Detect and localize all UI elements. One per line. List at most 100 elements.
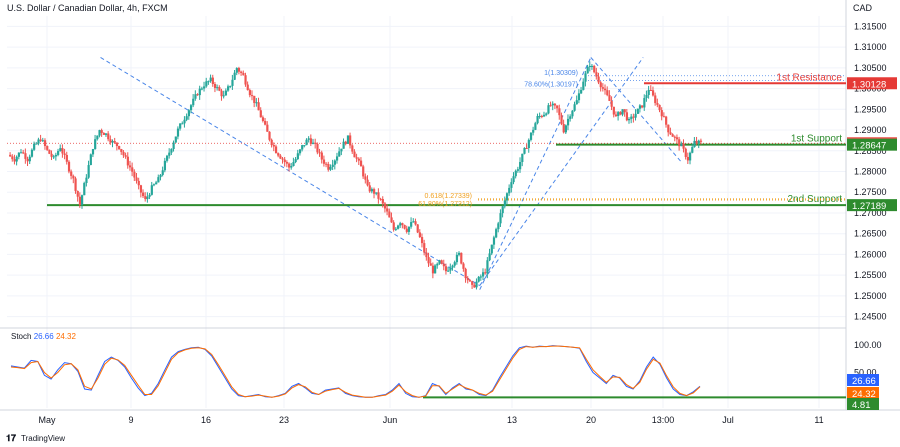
candle-body bbox=[486, 260, 489, 274]
candle-body bbox=[46, 146, 49, 150]
price-tick-label: 1.29500 bbox=[854, 104, 887, 114]
candle-body bbox=[338, 151, 341, 157]
candle-body bbox=[183, 119, 186, 124]
candle-body bbox=[349, 135, 352, 146]
price-tick-label: 1.31000 bbox=[854, 42, 887, 52]
candle-body bbox=[680, 143, 683, 147]
candle-body bbox=[11, 156, 14, 160]
candle-body bbox=[612, 106, 615, 115]
candle-body bbox=[96, 135, 99, 140]
stoch-legend: Stoch 26.66 24.32 bbox=[11, 332, 77, 341]
candle-body bbox=[329, 166, 332, 170]
candle-body bbox=[536, 116, 539, 124]
candle-body bbox=[682, 143, 685, 149]
candle-body bbox=[320, 152, 323, 160]
candle-body bbox=[301, 145, 304, 150]
tradingview-logo[interactable]: 𝟏𝟕 TradingView bbox=[6, 433, 65, 443]
candle-body bbox=[54, 154, 58, 157]
candle-body bbox=[407, 226, 411, 232]
candle-body bbox=[57, 151, 60, 155]
candle-body bbox=[641, 105, 644, 108]
time-tick-label: 20 bbox=[586, 415, 596, 425]
candle-body bbox=[325, 163, 328, 165]
candle-body bbox=[303, 145, 306, 147]
candle-body bbox=[109, 139, 112, 143]
candle-body bbox=[294, 159, 297, 163]
candle-body bbox=[187, 110, 190, 117]
candle-body bbox=[124, 155, 127, 157]
candle-body bbox=[161, 170, 164, 175]
candle-body bbox=[684, 148, 687, 157]
candle-body bbox=[198, 88, 201, 96]
fib-annotation: 1(1.30309) bbox=[544, 70, 578, 77]
candle-body bbox=[593, 65, 596, 73]
candle-body bbox=[288, 163, 291, 168]
candle-body bbox=[351, 145, 354, 152]
candle-body bbox=[621, 109, 624, 115]
candle-body bbox=[516, 169, 520, 171]
candle-body bbox=[115, 142, 119, 147]
price-tick-label: 1.28000 bbox=[854, 167, 887, 177]
candle-body bbox=[192, 98, 195, 106]
candle-body bbox=[632, 116, 635, 118]
candle-body bbox=[266, 124, 269, 132]
candle-body bbox=[261, 117, 265, 121]
candle-body bbox=[569, 116, 572, 119]
candle-body bbox=[627, 118, 631, 121]
candle-body bbox=[78, 196, 82, 205]
candle-body bbox=[362, 166, 365, 177]
candle-body bbox=[697, 140, 700, 144]
candle-body bbox=[185, 116, 188, 120]
candle-body bbox=[614, 114, 618, 117]
candle-body bbox=[165, 155, 169, 161]
candle-body bbox=[429, 263, 432, 266]
time-tick-label: May bbox=[38, 415, 56, 425]
candle-body bbox=[573, 104, 576, 111]
candle-body bbox=[534, 123, 537, 130]
candle-body bbox=[508, 187, 511, 194]
candle-body bbox=[604, 88, 607, 91]
candle-body bbox=[318, 152, 321, 154]
price-tick-label: 1.27500 bbox=[854, 187, 887, 197]
candle-body bbox=[128, 165, 132, 168]
candle-body bbox=[357, 158, 360, 161]
trendline bbox=[479, 57, 592, 290]
time-tick-label: 23 bbox=[279, 415, 289, 425]
candle-body bbox=[606, 90, 609, 96]
trendline bbox=[590, 57, 683, 164]
candle-body bbox=[207, 81, 210, 83]
candle-body bbox=[37, 139, 40, 144]
candle-body bbox=[490, 244, 493, 254]
candle-body bbox=[460, 252, 463, 264]
candle-body bbox=[525, 148, 528, 150]
candle-body bbox=[246, 84, 249, 91]
candle-body bbox=[425, 252, 428, 258]
candle-body bbox=[608, 95, 611, 101]
candle-body bbox=[224, 90, 228, 96]
candle-body bbox=[237, 68, 241, 72]
candle-body bbox=[444, 266, 448, 272]
candle-body bbox=[468, 280, 472, 282]
candle-body bbox=[359, 160, 363, 167]
candle-body bbox=[316, 143, 319, 153]
candle-body bbox=[126, 156, 129, 166]
candle-body bbox=[222, 95, 225, 97]
candle-body bbox=[65, 154, 68, 162]
candle-body bbox=[63, 153, 66, 155]
candle-body bbox=[107, 133, 110, 140]
candle-body bbox=[233, 72, 236, 80]
price-tick-label: 1.31500 bbox=[854, 21, 887, 31]
candle-body bbox=[553, 103, 557, 106]
candle-body bbox=[179, 123, 182, 129]
candle-body bbox=[120, 149, 123, 152]
candle-body bbox=[577, 93, 581, 101]
candle-body bbox=[390, 217, 393, 223]
candle-body bbox=[595, 72, 598, 77]
candle-body bbox=[689, 152, 692, 161]
candle-body bbox=[307, 138, 310, 140]
candle-body bbox=[383, 203, 387, 209]
candle-body bbox=[17, 152, 21, 157]
candle-body bbox=[83, 183, 86, 196]
candle-body bbox=[220, 90, 223, 97]
candle-body bbox=[396, 225, 400, 229]
